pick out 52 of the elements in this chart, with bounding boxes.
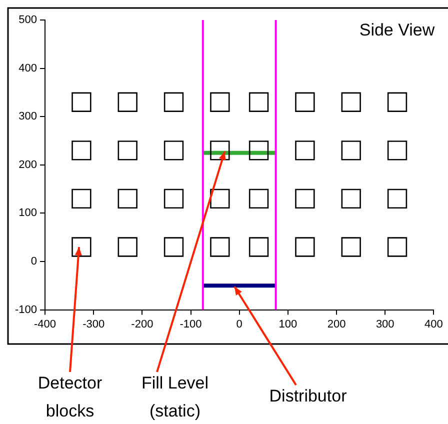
point xyxy=(295,188,315,209)
point xyxy=(295,237,315,257)
annotation: Detector blocks xyxy=(38,374,102,421)
point xyxy=(118,237,138,257)
point xyxy=(387,92,408,112)
point xyxy=(341,237,361,257)
point xyxy=(387,140,408,160)
point xyxy=(210,237,230,257)
point xyxy=(118,92,138,112)
point xyxy=(118,188,138,209)
point xyxy=(164,140,184,160)
x-tick-label: -100 xyxy=(180,318,202,330)
point xyxy=(387,188,408,209)
point xyxy=(341,140,361,160)
chart-title: Side View xyxy=(359,20,436,40)
point xyxy=(72,140,92,160)
point xyxy=(72,237,92,257)
point xyxy=(248,92,269,112)
point xyxy=(118,140,138,160)
annotation: Fill Level (static) xyxy=(141,374,209,421)
point xyxy=(387,237,408,257)
point xyxy=(341,92,361,112)
y-tick-label: 500 xyxy=(18,14,38,26)
annotation: Distributor xyxy=(269,386,348,406)
x-tick-label: 200 xyxy=(327,318,346,330)
point xyxy=(248,140,269,160)
point xyxy=(341,188,361,209)
point xyxy=(164,188,184,209)
point xyxy=(295,140,315,160)
y-tick-label: 400 xyxy=(18,62,38,74)
point xyxy=(72,188,92,209)
point xyxy=(295,92,315,112)
y-tick-label: -100 xyxy=(14,304,38,316)
point xyxy=(164,92,184,112)
x-tick-label: -300 xyxy=(82,318,105,330)
point xyxy=(210,92,230,112)
point xyxy=(164,237,184,257)
point xyxy=(210,188,230,209)
x-tick-label: 400 xyxy=(424,318,443,330)
x-tick-label: 0 xyxy=(236,318,242,330)
y-tick-label: 200 xyxy=(18,158,38,171)
point xyxy=(210,140,230,160)
x-tick-label: 100 xyxy=(278,318,298,330)
point xyxy=(248,237,269,257)
y-tick-label: 0 xyxy=(30,256,38,268)
y-tick-label: 100 xyxy=(18,207,38,220)
point xyxy=(248,188,269,209)
point xyxy=(72,92,92,112)
x-tick-label: -200 xyxy=(131,318,154,330)
x-tick-label: -400 xyxy=(34,318,56,330)
y-tick-label: 300 xyxy=(18,110,38,123)
x-tick-label: 300 xyxy=(376,318,394,330)
